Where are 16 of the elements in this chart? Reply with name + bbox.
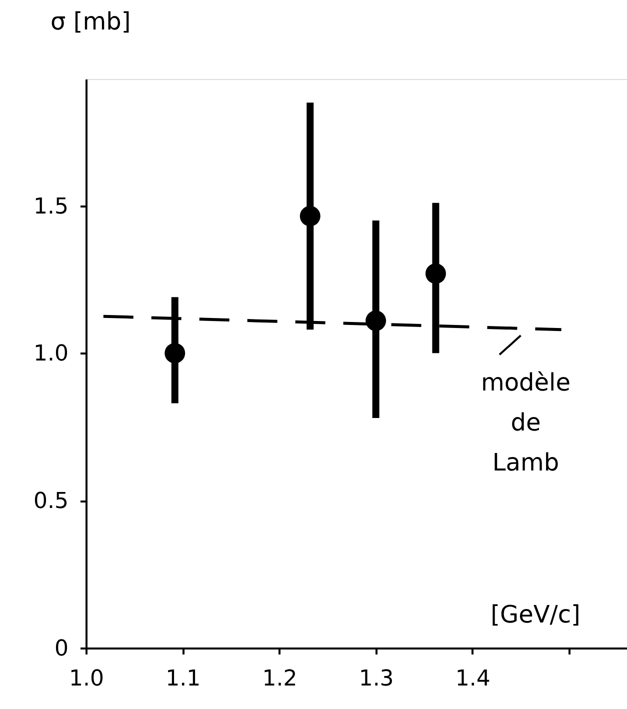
y-tick-label: 0.5 bbox=[34, 489, 68, 514]
x-tick-label: 1.4 bbox=[455, 666, 490, 692]
point bbox=[300, 206, 320, 226]
x-tick-label: 1.3 bbox=[358, 666, 394, 692]
point bbox=[164, 342, 186, 364]
x-tick-label: 1.0 bbox=[69, 666, 104, 692]
x-tick-label: 1.2 bbox=[262, 666, 298, 692]
point bbox=[366, 310, 386, 331]
x-axis-title: [GeV/c] bbox=[490, 600, 580, 628]
point bbox=[425, 263, 446, 284]
x-tick-label: 1.1 bbox=[166, 666, 201, 692]
y-tick-label: 1.5 bbox=[34, 194, 68, 220]
y-tick-label: 1.0 bbox=[34, 342, 68, 367]
y-axis-title: σ [mb] bbox=[50, 8, 131, 36]
y-tick-label: 0 bbox=[54, 636, 68, 662]
annotation: modèle de Lamb bbox=[480, 368, 570, 477]
